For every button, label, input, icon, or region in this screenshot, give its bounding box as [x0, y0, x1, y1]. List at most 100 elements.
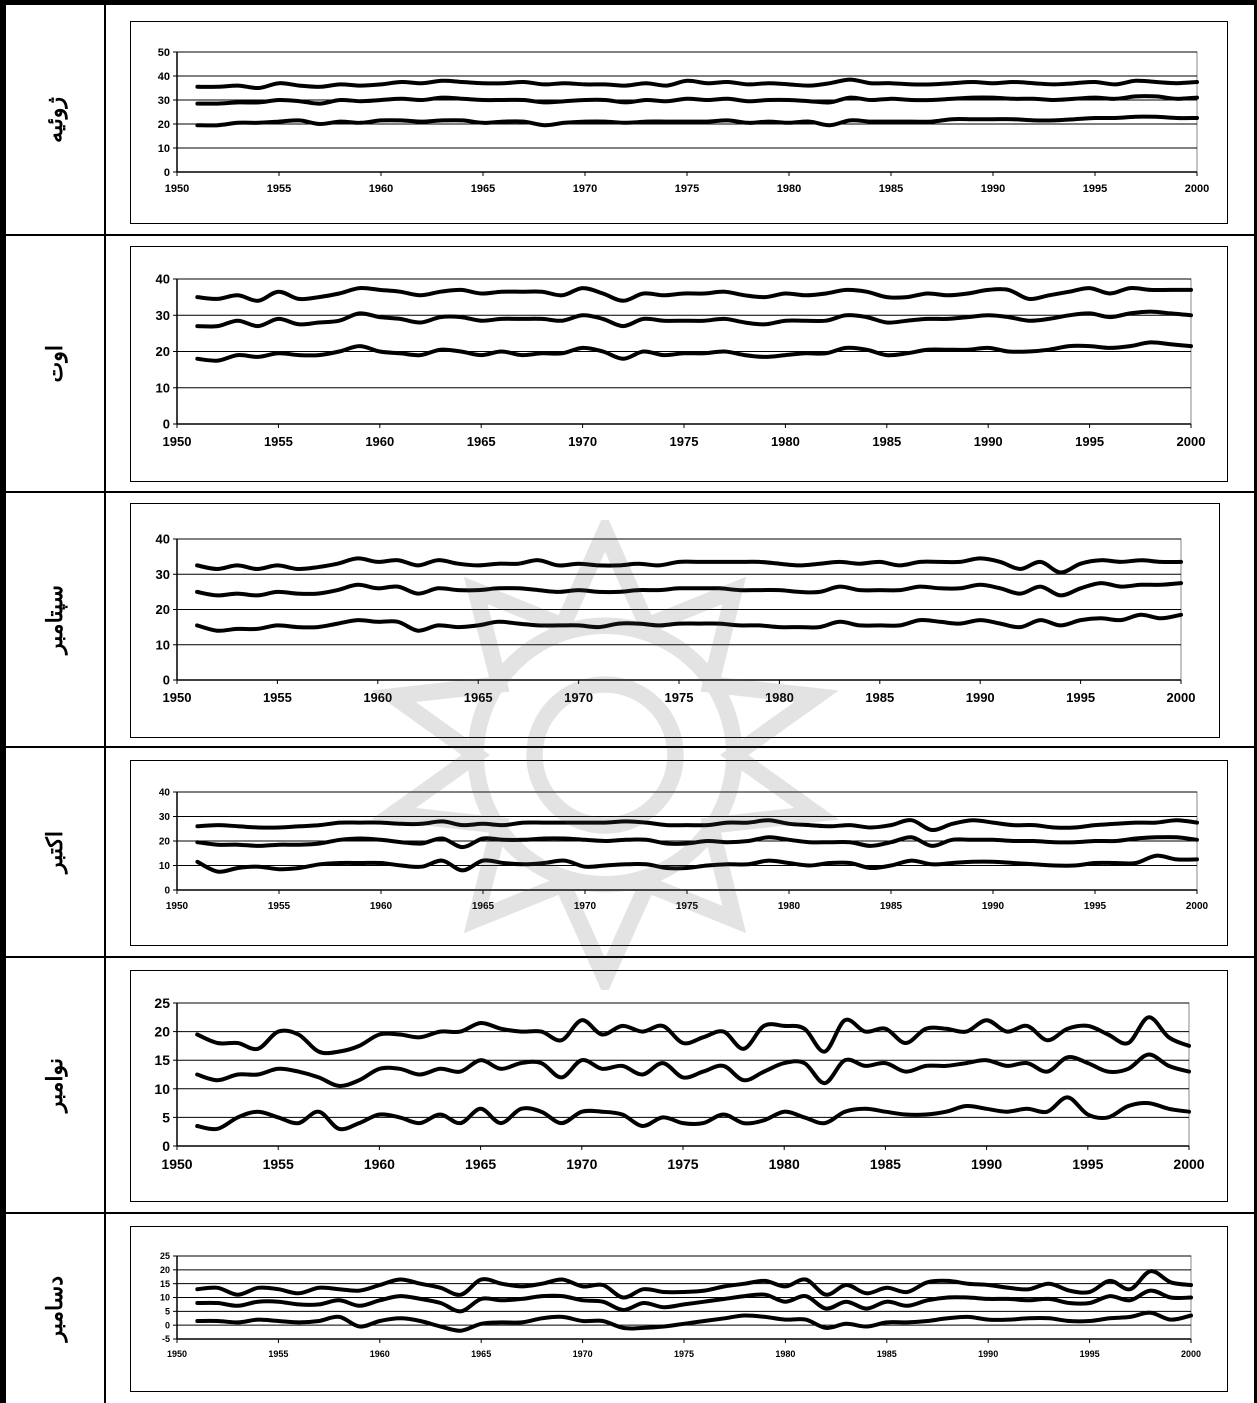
x-tick-label: 1970	[564, 690, 593, 705]
x-tick-label: 1995	[1066, 690, 1095, 705]
x-tick-label: 1950	[166, 901, 189, 912]
y-tick-label: 20	[154, 1024, 170, 1040]
series-line	[195, 835, 1199, 850]
x-tick-label: 1970	[573, 1349, 593, 1359]
column-divider	[104, 0, 106, 1403]
x-tick-label: 1985	[872, 434, 901, 449]
y-tick-label: 25	[154, 995, 170, 1011]
series-line	[195, 612, 1183, 633]
y-tick-label: 0	[162, 1138, 170, 1154]
plot-area	[176, 51, 1198, 173]
row-label-cell: دسامبر	[6, 1214, 104, 1403]
row-label-cell: ژوئیه	[6, 5, 104, 234]
y-tick-label: 0	[163, 673, 170, 688]
x-tick-label: 1995	[1080, 1349, 1100, 1359]
row-divider	[0, 956, 1257, 958]
chart-october: 0 10 20 30 40 1950 1955 1960 1965 1970 1975 1980 198…	[130, 760, 1228, 946]
series-line	[195, 114, 1199, 128]
y-tick-label: 20	[159, 837, 171, 848]
x-tick-label: 1955	[263, 690, 292, 705]
y-tick-label: 40	[158, 71, 170, 83]
chart-svg: 0 10 20 30 40 1950 1955 1960 1965 1970 1975 1980 198…	[159, 788, 1209, 912]
series-line	[195, 556, 1183, 575]
x-tick-label: 2000	[1177, 434, 1206, 449]
chart-svg: 0 10 20 30 40 1950 1955 1960 1965 1970 1975 1980 198…	[156, 272, 1206, 449]
series-line	[195, 1269, 1193, 1300]
chart-svg: 0 5 10 15 20 25 1950 1955 1960 1965 1970 1975 1980 19…	[154, 995, 1204, 1172]
month-label: اکتبر	[42, 830, 68, 873]
y-tick-label: 40	[156, 272, 170, 287]
month-label: دسامبر	[42, 1275, 68, 1342]
x-tick-label: 1980	[778, 901, 801, 912]
x-tick-label: 1985	[879, 183, 903, 195]
chart-november: 0 5 10 15 20 25 1950 1955 1960 1965 1970 1975 1980 19…	[130, 970, 1228, 1202]
series-line	[195, 1095, 1191, 1132]
x-tick-label: 1975	[676, 901, 699, 912]
x-tick-label: 1975	[670, 434, 699, 449]
series-line	[195, 77, 1199, 91]
x-tick-label: 1960	[363, 690, 392, 705]
chart-svg: 0 10 20 30 40 50 1950 1955 1960 1965 1970 1975 1980 1…	[158, 47, 1209, 195]
y-tick-label: 40	[156, 532, 170, 547]
y-tick-label: 15	[154, 1052, 170, 1068]
y-tick-label: 20	[156, 344, 170, 359]
row-label-cell: سپتامبر	[6, 493, 104, 746]
row-divider	[0, 234, 1257, 236]
x-tick-label: 1980	[769, 1156, 800, 1172]
x-tick-label: 1965	[471, 1349, 491, 1359]
y-tick-label: 0	[164, 167, 170, 179]
x-tick-label: 1995	[1075, 434, 1104, 449]
y-tick-label: 5	[165, 1307, 170, 1317]
row-label-cell: نوامبر	[6, 958, 104, 1212]
series-line	[195, 853, 1199, 874]
x-tick-label: 1965	[471, 183, 495, 195]
x-tick-label: 1950	[167, 1349, 187, 1359]
x-tick-label: 1980	[771, 434, 800, 449]
x-tick-label: 1990	[981, 183, 1005, 195]
y-tick-label: 50	[158, 47, 170, 59]
y-tick-label: 0	[165, 1320, 170, 1330]
x-tick-label: 2000	[1186, 901, 1209, 912]
x-tick-label: 1960	[370, 901, 393, 912]
x-tick-label: 1955	[263, 1156, 294, 1172]
x-tick-label: 1955	[264, 434, 293, 449]
x-tick-label: 1980	[765, 690, 794, 705]
x-tick-label: 1960	[370, 1349, 390, 1359]
x-tick-label: 1985	[880, 901, 903, 912]
x-tick-label: 1970	[574, 901, 597, 912]
y-tick-label: 10	[156, 637, 170, 652]
y-tick-label: 30	[159, 812, 171, 823]
x-tick-label: 1955	[268, 901, 291, 912]
x-tick-label: 1990	[971, 1156, 1002, 1172]
x-tick-label: 1990	[966, 690, 995, 705]
y-tick-label: 0	[163, 417, 170, 432]
x-tick-label: 1975	[675, 183, 699, 195]
x-tick-label: 1985	[877, 1349, 897, 1359]
x-tick-label: 2000	[1167, 690, 1196, 705]
row-divider	[0, 491, 1257, 493]
y-tick-label: 25	[160, 1251, 170, 1261]
chart-svg: 0 10 20 30 40 1950 1955 1960 1965 1970 1975 1980 198…	[156, 532, 1196, 705]
series-line	[195, 1288, 1193, 1314]
x-tick-label: 2000	[1173, 1156, 1204, 1172]
x-tick-label: 1955	[267, 183, 291, 195]
x-tick-label: 1965	[464, 690, 493, 705]
series-line	[195, 94, 1199, 106]
x-tick-label: 1965	[467, 434, 496, 449]
series-line	[195, 285, 1193, 303]
y-tick-label: 30	[156, 308, 170, 323]
x-tick-label: 1975	[667, 1156, 698, 1172]
left-border	[0, 0, 6, 1403]
row-label-cell: اوت	[6, 236, 104, 491]
month-label: اوت	[42, 344, 68, 383]
y-tick-label: 40	[159, 788, 171, 799]
y-tick-label: 5	[162, 1109, 170, 1125]
series-line	[195, 818, 1199, 833]
x-tick-label: 1970	[573, 183, 597, 195]
row-divider	[0, 1212, 1257, 1214]
y-tick-label: 10	[156, 380, 170, 395]
month-label: ژوئیه	[42, 96, 68, 143]
x-tick-label: 1960	[365, 434, 394, 449]
y-tick-label: 30	[156, 567, 170, 582]
x-tick-label: 1950	[163, 690, 192, 705]
